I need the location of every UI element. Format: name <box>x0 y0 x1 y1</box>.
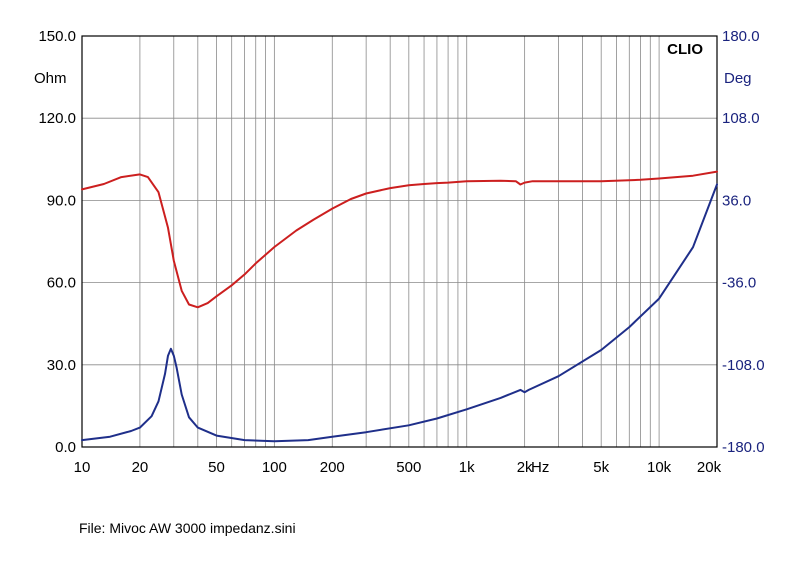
right-axis-ticks: -180.0 -108.0 -36.0 36.0 108.0 180.0 <box>722 28 765 456</box>
x-tick-label: 500 <box>396 459 421 476</box>
x-tick-label: 20 <box>132 459 149 476</box>
right-tick-label: -36.0 <box>722 275 756 292</box>
x-tick-label: 2k <box>517 459 533 476</box>
impedance-chart: 0.0 30.0 60.0 90.0 120.0 150.0 -180.0 -108.0 -3… <box>34 28 765 476</box>
left-tick-label: 150.0 <box>38 28 76 45</box>
x-tick-label: 20k <box>697 459 722 476</box>
plot-frame <box>81 35 718 448</box>
x-tick-label: 5k <box>593 459 609 476</box>
series-layer <box>81 170 718 443</box>
x-tick-label: 200 <box>320 459 345 476</box>
x-tick-label: 10 <box>74 459 91 476</box>
left-tick-label: 120.0 <box>38 110 76 127</box>
left-axis-ticks: 0.0 30.0 60.0 90.0 120.0 150.0 <box>38 28 76 456</box>
left-tick-label: 0.0 <box>55 439 76 456</box>
x-axis-ticks: 10 20 50 100 200 500 1k 2k 5k 10k 20k <box>74 459 722 476</box>
left-tick-label: 60.0 <box>47 275 76 292</box>
impedance-curve <box>81 170 718 309</box>
x-tick-label: 1k <box>459 459 475 476</box>
x-axis-unit: Hz <box>531 459 549 476</box>
left-axis-unit: Ohm <box>34 70 67 87</box>
grid <box>82 36 717 447</box>
left-tick-label: 90.0 <box>47 192 76 209</box>
right-tick-label: 108.0 <box>722 110 760 127</box>
plot-background <box>82 36 717 447</box>
right-tick-label: -108.0 <box>722 357 765 374</box>
left-tick-label: 30.0 <box>47 357 76 374</box>
right-axis-unit: Deg <box>724 70 752 87</box>
right-tick-label: 36.0 <box>722 192 751 209</box>
right-tick-label: 180.0 <box>722 28 760 45</box>
x-tick-label: 100 <box>262 459 287 476</box>
x-tick-label: 10k <box>647 459 672 476</box>
right-tick-label: -180.0 <box>722 439 765 456</box>
file-caption: File: Mivoc AW 3000 impedanz.sini <box>79 520 296 536</box>
phase-curve <box>81 183 718 443</box>
clio-badge: CLIO <box>667 41 703 58</box>
x-tick-label: 50 <box>208 459 225 476</box>
